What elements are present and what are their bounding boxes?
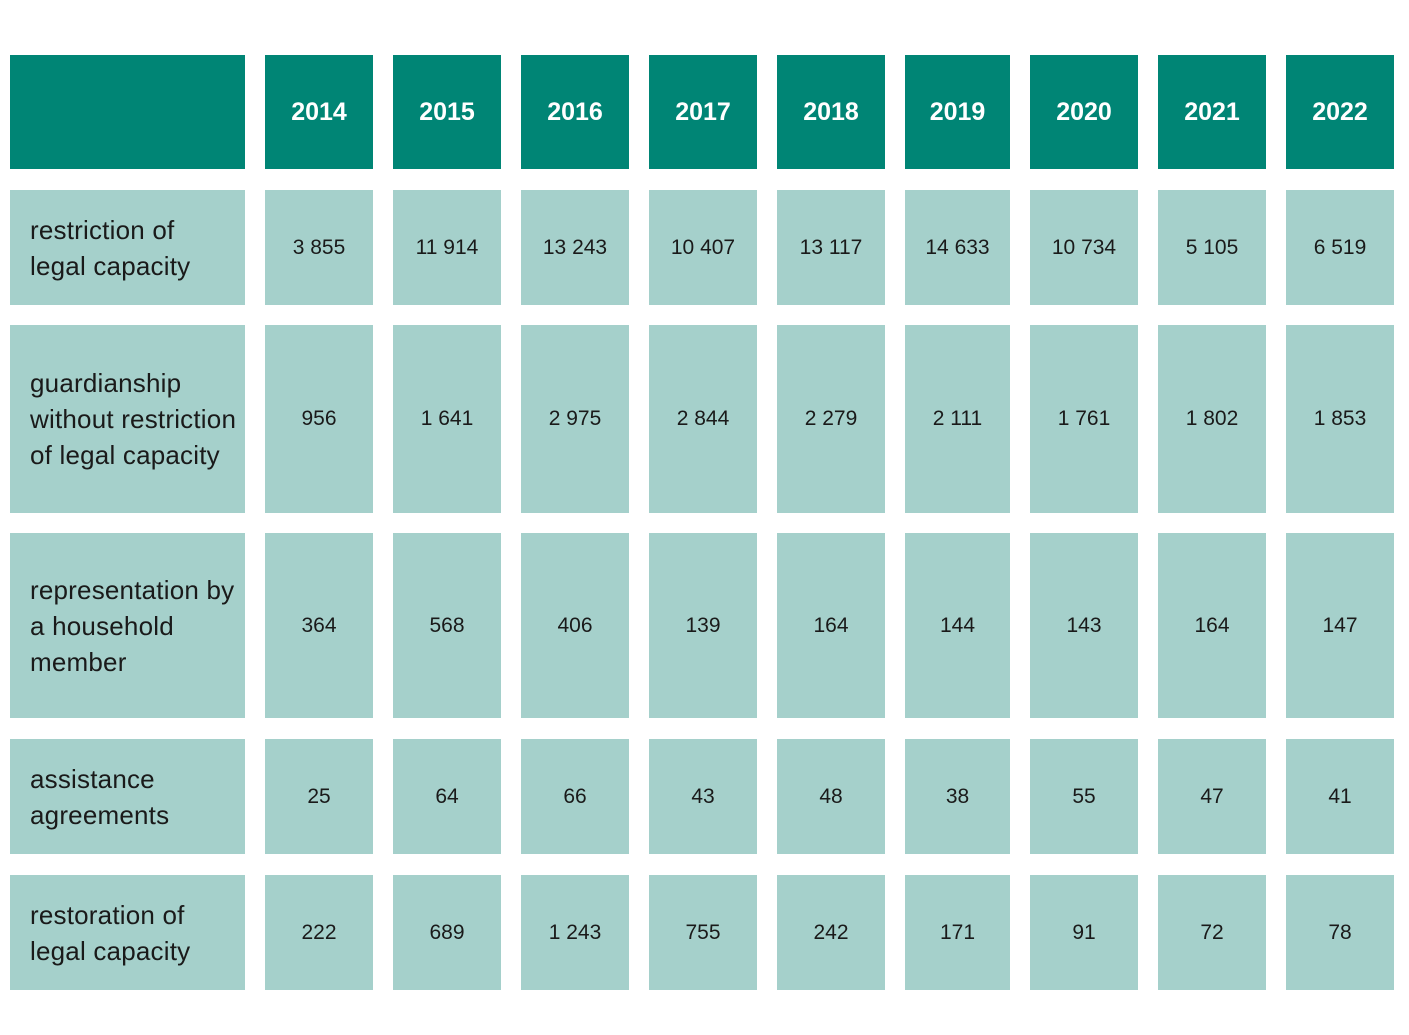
table-cell: 568 [393, 533, 501, 718]
table-cell: 11 914 [393, 190, 501, 305]
table-cell: 1 853 [1286, 325, 1394, 513]
table-cell: 43 [649, 739, 757, 854]
table-cell: 72 [1158, 875, 1266, 990]
row-label: guardianship without restriction of lega… [10, 325, 245, 513]
column-header-2018: 2018 [777, 55, 885, 169]
table-cell: 10 407 [649, 190, 757, 305]
table-cell: 755 [649, 875, 757, 990]
table-cell: 91 [1030, 875, 1138, 990]
table-cell: 2 844 [649, 325, 757, 513]
table-cell: 689 [393, 875, 501, 990]
table-cell: 10 734 [1030, 190, 1138, 305]
row-label: restriction of legal capacity [10, 190, 245, 305]
table-cell: 171 [905, 875, 1010, 990]
table-cell: 48 [777, 739, 885, 854]
column-header-2021: 2021 [1158, 55, 1266, 169]
table-cell: 1 761 [1030, 325, 1138, 513]
column-header-2019: 2019 [905, 55, 1010, 169]
table-cell: 64 [393, 739, 501, 854]
table-cell: 1 641 [393, 325, 501, 513]
table-cell: 144 [905, 533, 1010, 718]
table-cell: 66 [521, 739, 629, 854]
table-cell: 3 855 [265, 190, 373, 305]
corner-header-cell [10, 55, 245, 169]
table-cell: 242 [777, 875, 885, 990]
table-cell: 25 [265, 739, 373, 854]
table-cell: 2 111 [905, 325, 1010, 513]
column-header-2017: 2017 [649, 55, 757, 169]
table-cell: 164 [1158, 533, 1266, 718]
table-cell: 364 [265, 533, 373, 718]
table-cell: 147 [1286, 533, 1394, 718]
table-cell: 78 [1286, 875, 1394, 990]
table-cell: 164 [777, 533, 885, 718]
column-header-2020: 2020 [1030, 55, 1138, 169]
table-cell: 55 [1030, 739, 1138, 854]
table-cell: 38 [905, 739, 1010, 854]
table-cell: 2 279 [777, 325, 885, 513]
table-cell: 13 117 [777, 190, 885, 305]
table-cell: 222 [265, 875, 373, 990]
table-cell: 139 [649, 533, 757, 718]
row-label: restoration of legal capacity [10, 875, 245, 990]
table-cell: 47 [1158, 739, 1266, 854]
table-cell: 13 243 [521, 190, 629, 305]
column-header-2014: 2014 [265, 55, 373, 169]
table-cell: 406 [521, 533, 629, 718]
row-label: representation by a household member [10, 533, 245, 718]
table-cell: 1 243 [521, 875, 629, 990]
table-cell: 956 [265, 325, 373, 513]
table-cell: 14 633 [905, 190, 1010, 305]
column-header-2016: 2016 [521, 55, 629, 169]
table-cell: 6 519 [1286, 190, 1394, 305]
table-cell: 1 802 [1158, 325, 1266, 513]
column-header-2022: 2022 [1286, 55, 1394, 169]
table-cell: 5 105 [1158, 190, 1266, 305]
row-label: assistance agreements [10, 739, 245, 854]
table-cell: 41 [1286, 739, 1394, 854]
table-cell: 143 [1030, 533, 1138, 718]
table-cell: 2 975 [521, 325, 629, 513]
column-header-2015: 2015 [393, 55, 501, 169]
